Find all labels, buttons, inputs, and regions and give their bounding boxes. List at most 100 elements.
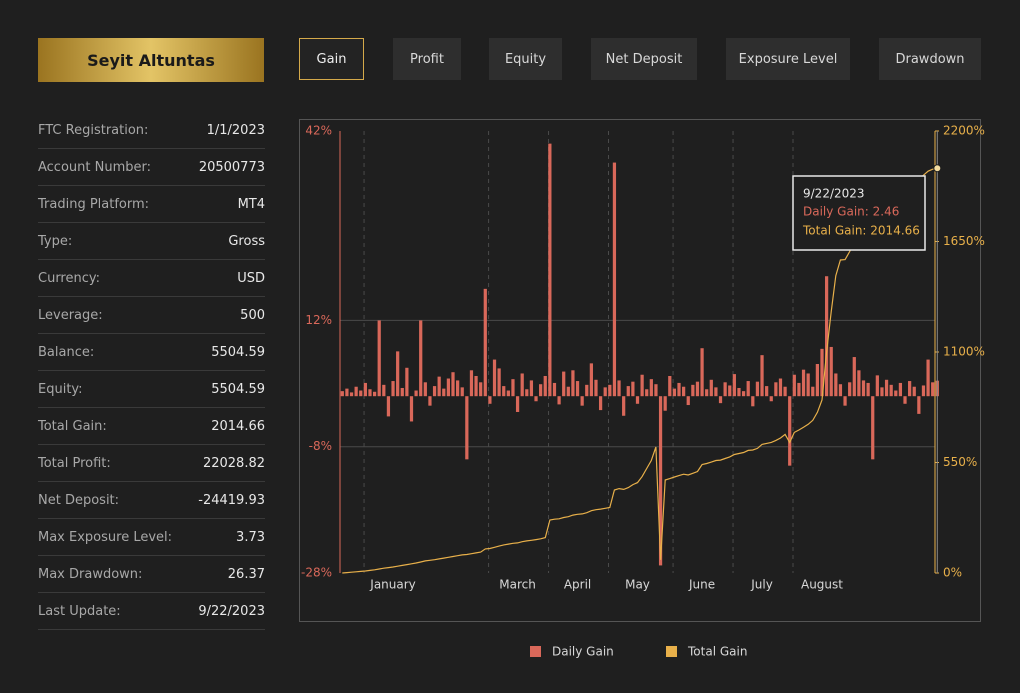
bar [552, 382, 557, 397]
stat-row: Trading Platform: MT4 [38, 186, 265, 223]
y-tick-label: -28% [301, 566, 332, 580]
legend-label: Daily Gain [552, 645, 614, 659]
bar [594, 379, 598, 397]
bar [723, 382, 727, 397]
bar [861, 380, 866, 397]
bar [368, 389, 372, 397]
stat-label: Type: [38, 233, 73, 249]
bar [340, 391, 344, 397]
stat-row: Total Profit: 22028.82 [38, 445, 265, 482]
bar [848, 382, 852, 397]
bar [437, 376, 441, 397]
bar [852, 357, 856, 397]
tooltip-date: 9/22/2023 [803, 187, 865, 201]
tab[interactable]: Gain [299, 38, 364, 80]
stat-label: Account Number: [38, 159, 151, 175]
bar [460, 387, 464, 397]
bar [589, 363, 593, 397]
bar [774, 382, 778, 397]
bar [446, 378, 451, 397]
stat-row: Max Exposure Level: 3.73 [38, 519, 265, 556]
stat-row: Total Gain: 2014.66 [38, 408, 265, 445]
bar [626, 386, 630, 397]
bar [769, 396, 773, 402]
bar [608, 384, 612, 397]
bar [488, 396, 492, 404]
bar [898, 382, 903, 397]
bar [469, 370, 474, 397]
stat-row: Net Deposit: -24419.93 [38, 482, 265, 519]
bar [529, 380, 534, 397]
bar [363, 382, 367, 397]
bar [571, 370, 575, 397]
bar [479, 382, 483, 397]
bar [428, 396, 432, 406]
stat-label: Currency: [38, 270, 101, 286]
bar [377, 320, 381, 397]
bar [456, 380, 460, 397]
bar [700, 348, 704, 397]
bar [492, 359, 497, 397]
x-tick-label: January [369, 578, 416, 592]
bar [548, 143, 552, 397]
bar [612, 162, 617, 397]
stat-value: Gross [228, 233, 265, 249]
bar [926, 359, 930, 397]
bar [908, 381, 912, 397]
stat-value: 9/22/2023 [198, 603, 265, 619]
bar [506, 390, 510, 397]
bar [783, 386, 787, 397]
y2-tick-label: 2200% [943, 124, 985, 138]
stat-value: MT4 [237, 196, 265, 212]
bar [778, 378, 783, 397]
y-tick-label: -8% [309, 439, 332, 453]
bar [354, 386, 358, 397]
bar [525, 389, 529, 397]
stat-label: Equity: [38, 381, 83, 397]
stat-label: Leverage: [38, 307, 103, 323]
bar [622, 396, 626, 416]
tab[interactable]: Profit [393, 38, 461, 80]
bar [451, 372, 455, 397]
stat-value: 5504.59 [211, 344, 265, 360]
bar [788, 396, 792, 466]
stat-label: Max Exposure Level: [38, 529, 173, 545]
bar [557, 396, 561, 405]
bar [598, 396, 603, 411]
bar [682, 386, 686, 397]
stat-label: Max Drawdown: [38, 566, 143, 582]
tab[interactable]: Net Deposit [591, 38, 697, 80]
tooltip: 9/22/2023 Daily Gain: 2.46 Total Gain: 201… [792, 175, 926, 251]
bar [658, 396, 663, 566]
stat-row: Last Update: 9/22/2023 [38, 593, 265, 630]
bar [815, 363, 819, 397]
stat-row: Max Drawdown: 26.37 [38, 556, 265, 593]
bar [843, 396, 847, 406]
y-tick-label: 12% [305, 313, 332, 327]
stat-value: 500 [240, 307, 265, 323]
bar [649, 379, 653, 397]
bar [631, 381, 635, 397]
bar [502, 386, 506, 397]
bar [580, 396, 584, 406]
y-tick-label: 42% [305, 124, 332, 138]
tab[interactable]: Drawdown [879, 38, 981, 80]
bar [705, 389, 709, 397]
y2-tick-label: 1650% [943, 234, 985, 248]
tab[interactable]: Exposure Level [726, 38, 850, 80]
stat-label: Net Deposit: [38, 492, 120, 508]
bar [921, 385, 926, 397]
bar [349, 392, 354, 397]
x-tick-label: May [625, 578, 650, 592]
bar [534, 396, 538, 402]
stat-row: Account Number: 20500773 [38, 149, 265, 186]
bar [931, 382, 935, 397]
bar [834, 373, 838, 397]
bar [829, 346, 833, 397]
bar [903, 396, 907, 404]
bar [419, 320, 423, 397]
bar [483, 288, 487, 397]
tab[interactable]: Equity [489, 38, 562, 80]
bar [345, 388, 349, 397]
